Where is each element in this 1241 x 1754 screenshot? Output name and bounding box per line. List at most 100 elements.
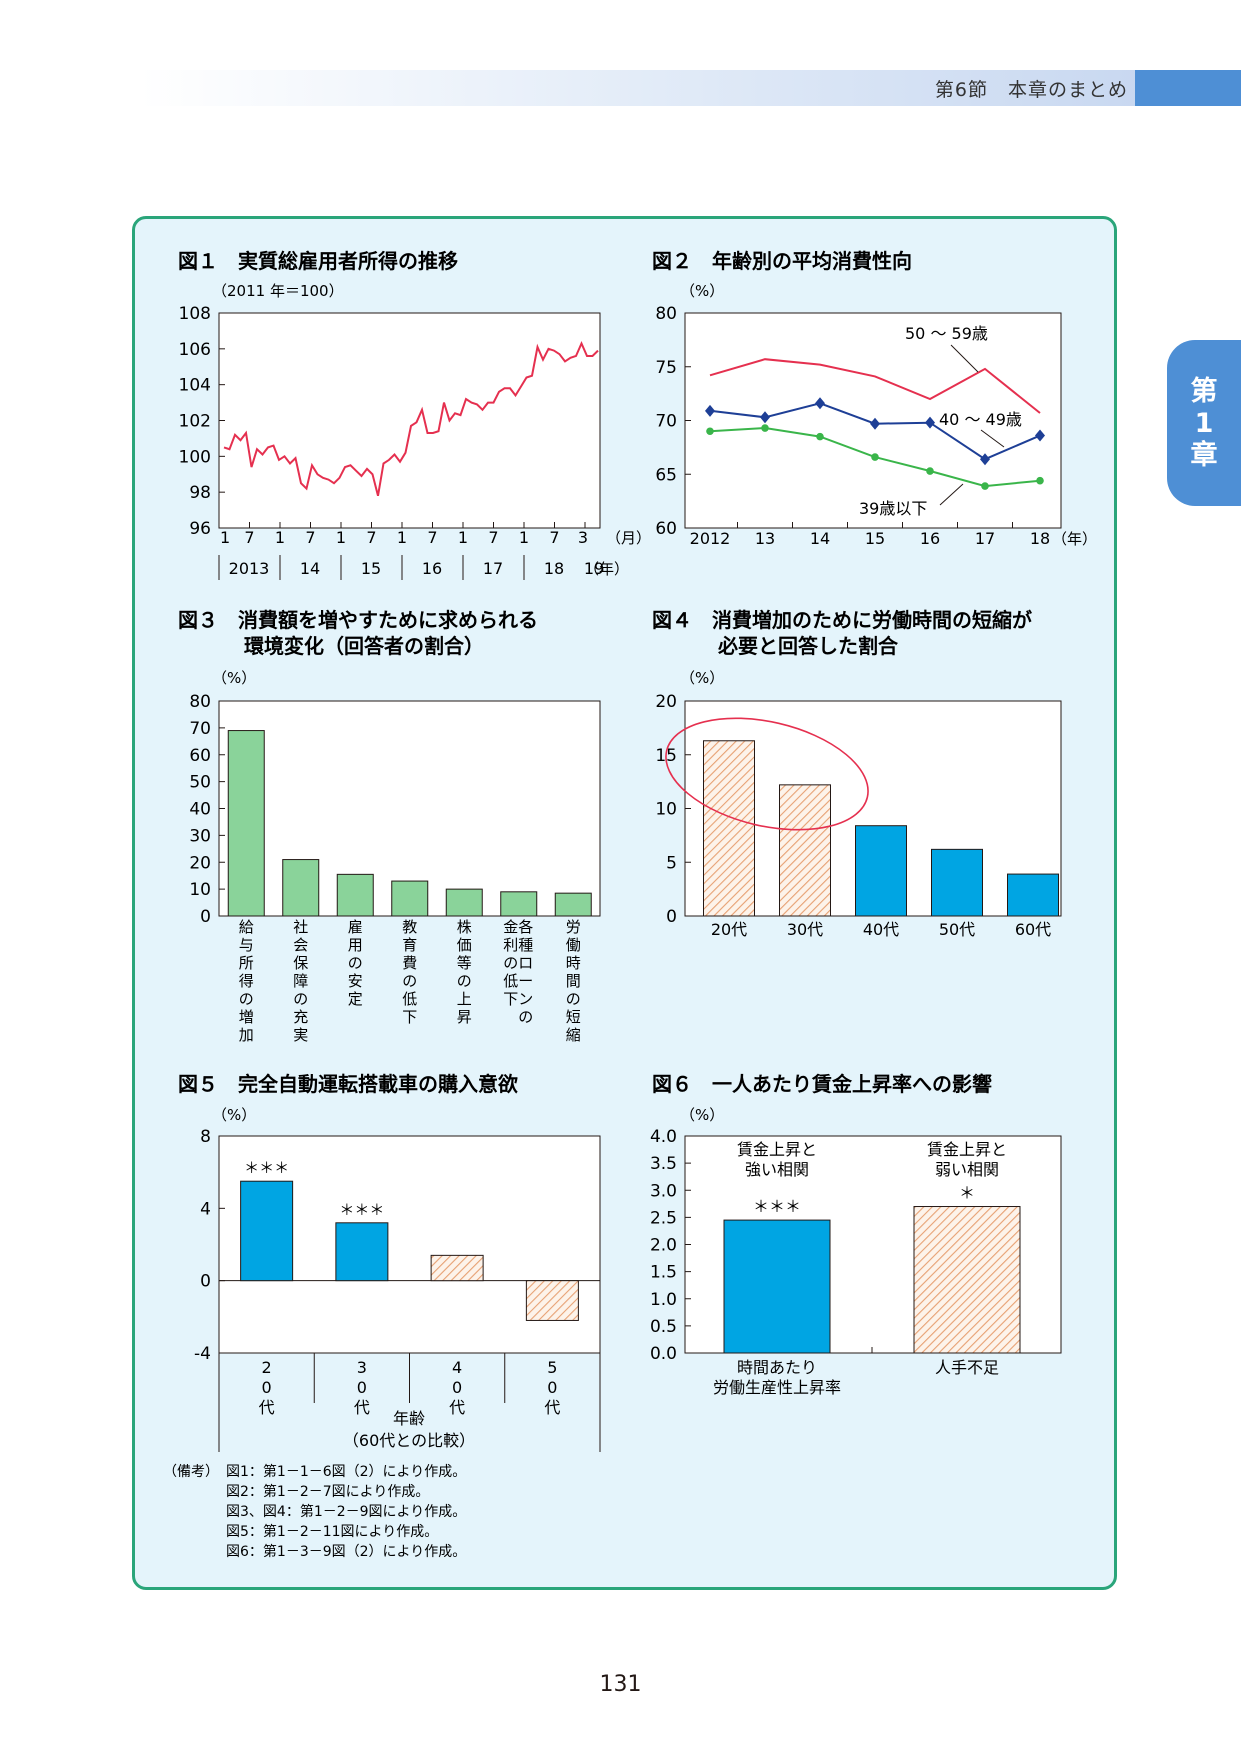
fig3-category-label: 費 [402, 954, 417, 972]
header-band [140, 70, 1241, 106]
fig1-month-label: 7 [427, 528, 437, 547]
fig6-ytick-label: 1.5 [650, 1263, 677, 1283]
fig1-ytick-label: 108 [179, 304, 211, 324]
fig2-xtick-label: 15 [865, 529, 885, 548]
fig4-category-label: 30代 [787, 920, 823, 939]
fig4-category-label: 40代 [863, 920, 899, 939]
fig1-plot-frame [218, 312, 601, 529]
fig2-label-50s-leader [950, 344, 979, 373]
fig4-title-line1: 図４ 消費増加のために労働時間の短縮が [652, 608, 1032, 632]
fig3-category-label: 所 [239, 954, 254, 972]
fig3-ytick-label: 70 [189, 719, 211, 739]
fig2-point-40s [815, 397, 825, 410]
fig5-category-label: 代 [354, 1398, 370, 1417]
fig6-ytick-label: 2.0 [650, 1236, 677, 1256]
fig3-category-label: 金 [503, 918, 518, 936]
fig3-category-label: 種 [518, 936, 533, 954]
fig5-bar [525, 1280, 579, 1321]
fig4-bar [703, 740, 755, 917]
fig3-category-label: 実 [293, 1026, 308, 1044]
fig2-xtick-label: 18 [1030, 529, 1050, 548]
fig2-point-39 [981, 482, 989, 490]
fig5-category-label: 代 [449, 1398, 465, 1417]
fig6-ytick-label: 4.0 [650, 1127, 677, 1147]
fig4-ytick-label: 0 [666, 907, 677, 927]
fig3-category-label: 充 [293, 1008, 308, 1026]
fig3-category-label: の [239, 990, 254, 1008]
fig3-category-label: 下 [503, 990, 518, 1008]
fig3-category-label: 昇 [457, 1008, 472, 1026]
fig2-point-40s [980, 453, 990, 466]
fig1-month-label: 1 [397, 528, 407, 547]
fig3-category-label: 利 [503, 936, 518, 954]
fig1-year-unit: （年） [584, 560, 629, 578]
fig6-title: 図６ 一人あたり賃金上昇率への影響 [652, 1072, 992, 1096]
fig2-point-39 [816, 432, 824, 441]
fig3-category-label: ン [518, 990, 533, 1008]
fig3-bar [227, 730, 265, 917]
fig4-ytick-label: 5 [666, 853, 677, 873]
fig2-point-40s [925, 416, 935, 429]
fig3-category-label: の [566, 990, 581, 1008]
fig5-unit: （%） [212, 1106, 256, 1124]
note-prefix: （備考） [163, 1464, 219, 1480]
fig4-category-label: 50代 [939, 920, 975, 939]
fig2-xtick-label: 14 [810, 529, 830, 548]
fig4-unit: （%） [680, 669, 724, 687]
fig2-point-40s [760, 411, 770, 424]
note-line: 図5：第1－2－11図により作成。 [226, 1523, 438, 1540]
fig3-category-label: 増 [239, 1008, 254, 1026]
fig1-month-label: 1 [336, 528, 346, 547]
fig6-category-label: 労働生産性上昇率 [713, 1378, 841, 1397]
fig5-ytick-label: 8 [200, 1127, 211, 1147]
fig5-category-label: 0 [452, 1378, 462, 1397]
fig2-point-40s [1035, 429, 1045, 442]
fig3-bar [391, 880, 429, 917]
fig6-ytick-label: 0.5 [650, 1317, 677, 1337]
fig5-category-label: 2 [262, 1358, 272, 1377]
fig2-xtick-label: 13 [755, 529, 775, 548]
note-line: 図1：第1－1－6図（2）により作成。 [226, 1463, 466, 1480]
fig4-bar [779, 784, 831, 917]
fig3-category-label: 縮 [566, 1026, 581, 1044]
fig4-bar [855, 825, 907, 917]
fig1-month-label: 7 [366, 528, 376, 547]
fig4-category-label: 60代 [1015, 920, 1051, 939]
fig4-bar [1007, 873, 1059, 917]
fig2-ytick-label: 60 [655, 519, 677, 539]
fig3-category-label: 低 [503, 972, 518, 990]
fig2-point-39 [761, 424, 769, 432]
fig1-month-label: 7 [305, 528, 315, 547]
fig5-xlabel-line1: 年齢 [393, 1409, 425, 1428]
fig3-category-label: 間 [566, 972, 581, 990]
fig5-significance: ＊＊＊ [339, 1201, 384, 1219]
fig2-point-39 [706, 427, 714, 436]
fig3-category-label: 時 [566, 954, 581, 972]
fig1-year-label: 2013 [229, 559, 270, 578]
fig1-subtitle: （2011 年＝100） [212, 282, 344, 300]
fig2-title: 図２ 年齢別の平均消費性向 [652, 249, 912, 273]
fig5-ytick-label: -4 [194, 1344, 211, 1364]
fig6-bar [913, 1206, 1021, 1354]
fig1-year-label: 15 [361, 559, 381, 578]
fig6-ytick-label: 3.5 [650, 1154, 677, 1174]
fig5-category-label: 代 [544, 1398, 560, 1417]
fig3-bar [500, 891, 538, 917]
fig3-category-label: 等 [457, 954, 472, 972]
fig2-point-39 [871, 453, 879, 461]
fig3-category-label: 得 [239, 972, 254, 990]
fig3-ytick-label: 40 [189, 800, 211, 820]
fig3-category-label: 価 [457, 936, 472, 954]
fig3-bar [336, 873, 374, 917]
fig2-xtick-label: 2012 [690, 529, 731, 548]
fig5-category-label: 5 [547, 1358, 557, 1377]
fig3-ytick-label: 60 [189, 746, 211, 766]
fig3-ytick-label: 80 [189, 692, 211, 712]
fig3-category-label: 安 [348, 972, 363, 990]
fig2-series-line [709, 358, 1041, 414]
chapter-tab-line: 第 [1190, 376, 1218, 407]
fig2-ytick-label: 75 [655, 358, 677, 378]
fig1-month-unit: （月） [606, 529, 651, 547]
fig6-bar [723, 1219, 831, 1354]
